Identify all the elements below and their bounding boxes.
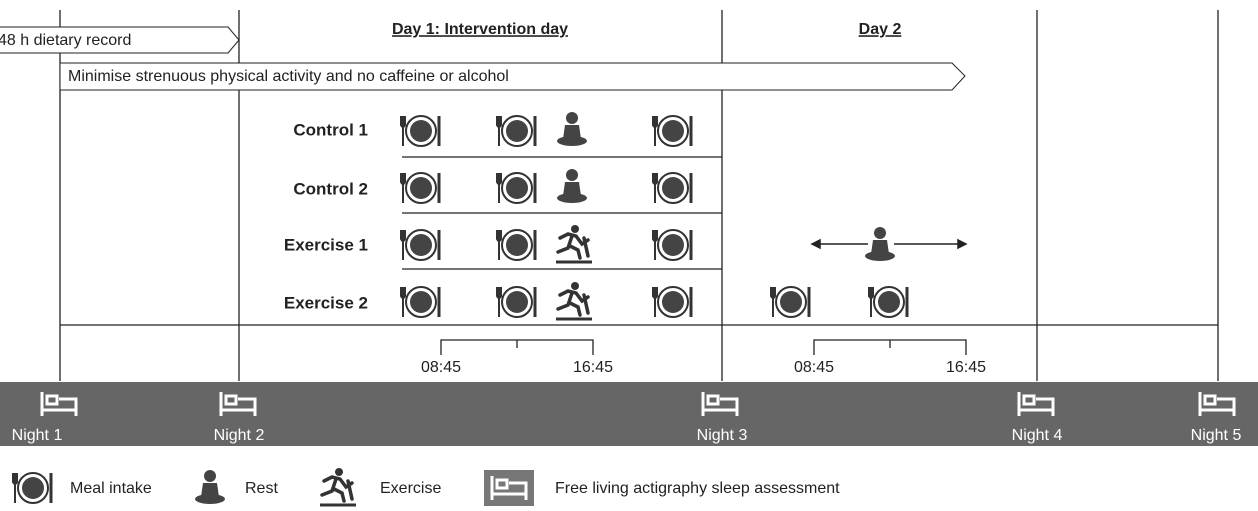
night-label: Night 2	[214, 427, 265, 444]
time-label: 08:45	[421, 359, 461, 376]
arrow-label: Minimise strenuous physical activity and…	[68, 68, 509, 85]
row-label: Exercise 2	[284, 293, 368, 312]
icons	[400, 112, 968, 321]
day2-title: Day 2	[859, 21, 902, 38]
row-labels: Control 1 Control 2 Exercise 1 Exercise …	[284, 120, 368, 312]
arrow-label: 48 h dietary record	[0, 32, 131, 49]
row-label: Exercise 1	[284, 235, 368, 254]
night-band	[0, 382, 1258, 446]
legend-label: Rest	[245, 480, 278, 497]
legend-label: Free living actigraphy sleep assessment	[555, 480, 840, 497]
legend-label: Meal intake	[70, 480, 152, 497]
row-label: Control 1	[293, 120, 368, 139]
time-label: 16:45	[573, 359, 613, 376]
day1-title: Day 1: Intervention day	[392, 21, 568, 38]
night-label: Night 4	[1012, 427, 1063, 444]
legend-label: Exercise	[380, 480, 441, 497]
row-label: Control 2	[293, 179, 368, 198]
nights: Night 1 Night 2 Night 3 Night 4 Night 5	[12, 390, 1242, 444]
timeline	[440, 339, 967, 355]
arrow-box	[0, 26, 240, 54]
time-label: 08:45	[794, 359, 834, 376]
night-label: Night 5	[1191, 427, 1242, 444]
arrow-box	[59, 62, 966, 91]
night-label: Night 3	[697, 427, 748, 444]
time-label: 16:45	[946, 359, 986, 376]
night-label: Night 1	[12, 427, 63, 444]
legend: Meal intake Rest Exercise Free living ac…	[12, 467, 840, 507]
